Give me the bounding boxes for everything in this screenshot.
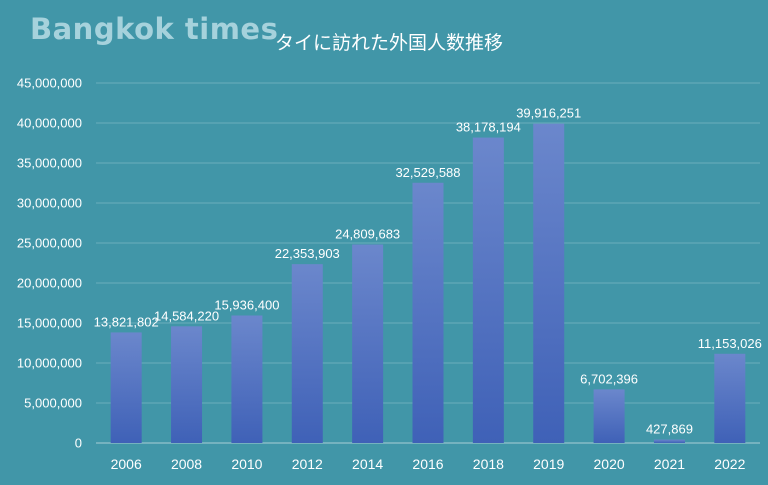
x-tick-label: 2018: [473, 456, 504, 472]
y-tick-label: 30,000,000: [17, 196, 82, 211]
data-label: 427,869: [646, 422, 693, 437]
chart-title: タイに訪れた外国人数推移: [274, 32, 503, 54]
bar-2018: [472, 137, 504, 443]
watermark-logo: Bangkok times: [30, 12, 279, 46]
bar-2010: [231, 315, 263, 443]
y-tick-label: 5,000,000: [24, 396, 82, 411]
data-label: 13,821,802: [94, 314, 159, 329]
bar-2021: [653, 439, 685, 443]
data-label: 38,178,194: [456, 120, 521, 135]
bar-2006: [110, 332, 142, 443]
data-label: 39,916,251: [516, 106, 581, 121]
x-tick-label: 2008: [171, 456, 202, 472]
data-label: 15,936,400: [214, 298, 279, 313]
y-tick-label: 40,000,000: [17, 116, 82, 131]
data-label: 11,153,026: [698, 336, 762, 351]
bar-2019: [533, 123, 565, 444]
bar-2016: [412, 182, 444, 443]
y-tick-label: 45,000,000: [17, 76, 82, 91]
y-tick-label: 15,000,000: [17, 316, 82, 331]
y-tick-label: 35,000,000: [17, 156, 82, 171]
x-tick-label: 2014: [352, 456, 383, 472]
x-tick-label: 2016: [412, 456, 443, 472]
y-tick-label: 25,000,000: [17, 236, 82, 251]
x-tick-label: 2022: [714, 456, 745, 472]
data-label: 6,702,396: [580, 371, 638, 386]
bar-2022: [714, 353, 746, 443]
x-tick-label: 2006: [111, 456, 142, 472]
x-tick-label: 2019: [533, 456, 564, 472]
bar-2008: [171, 326, 203, 443]
x-tick-label: 2012: [292, 456, 323, 472]
data-label: 24,809,683: [335, 227, 400, 242]
bar-2014: [352, 244, 384, 443]
data-label: 32,529,588: [395, 165, 460, 180]
y-tick-label: 10,000,000: [17, 356, 82, 371]
data-label: 22,353,903: [275, 246, 340, 261]
x-tick-label: 2010: [231, 456, 262, 472]
bar-2012: [291, 264, 323, 443]
y-tick-label: 0: [75, 436, 82, 451]
x-tick-label: 2020: [594, 456, 625, 472]
y-tick-label: 20,000,000: [17, 276, 82, 291]
data-label: 14,584,220: [154, 308, 219, 323]
x-tick-label: 2021: [654, 456, 685, 472]
bar-2020: [593, 389, 625, 443]
